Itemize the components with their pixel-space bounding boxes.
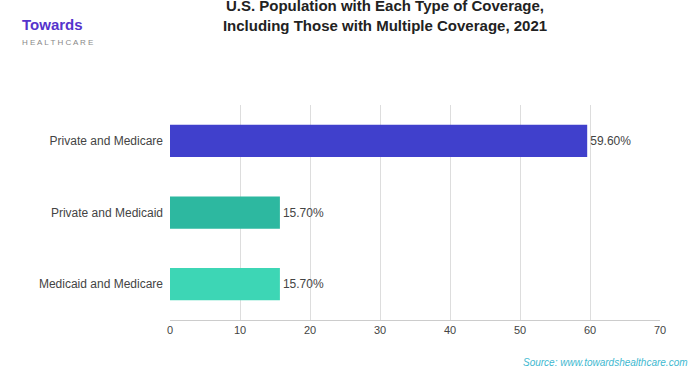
svg-text:60: 60: [584, 324, 596, 336]
svg-text:Source: www.towardshealthcare.: Source: www.towardshealthcare.com: [523, 357, 688, 368]
svg-text:Private and Medicaid: Private and Medicaid: [51, 206, 163, 220]
svg-text:Private and Medicare: Private and Medicare: [50, 134, 164, 148]
svg-text:10: 10: [234, 324, 246, 336]
svg-text:Towards: Towards: [22, 16, 83, 33]
svg-text:70: 70: [654, 324, 666, 336]
svg-text:59.60%: 59.60%: [590, 134, 631, 148]
svg-text:20: 20: [304, 324, 316, 336]
svg-text:Medicaid and Medicare: Medicaid and Medicare: [39, 277, 163, 291]
svg-text:H E A L T H C A R E: H E A L T H C A R E: [22, 38, 93, 47]
svg-text:50: 50: [514, 324, 526, 336]
svg-text:40: 40: [444, 324, 456, 336]
svg-text:U.S. Population with Each Type: U.S. Population with Each Type of Covera…: [223, 0, 547, 34]
svg-text:0: 0: [167, 324, 173, 336]
svg-text:15.70%: 15.70%: [283, 206, 324, 220]
svg-text:15.70%: 15.70%: [283, 277, 324, 291]
svg-text:30: 30: [374, 324, 386, 336]
